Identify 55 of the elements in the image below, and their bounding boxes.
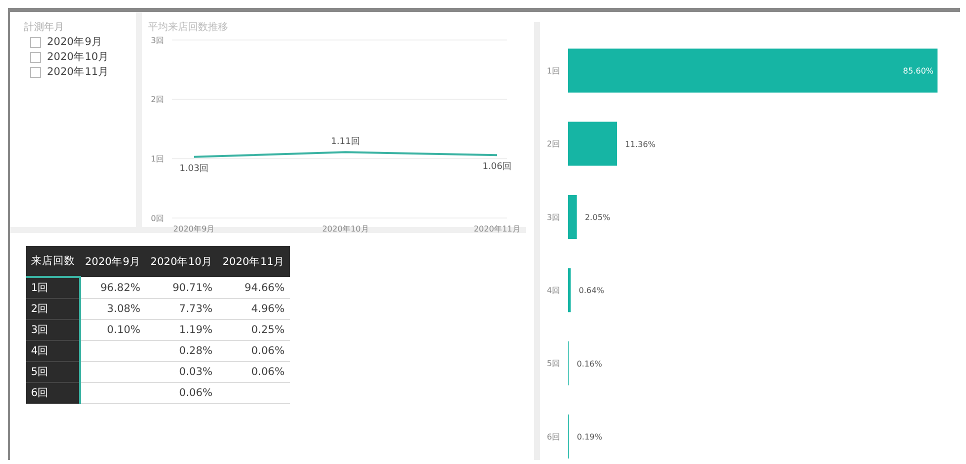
row-header-cell: 2回 <box>26 298 80 320</box>
data-label: 94.66% <box>218 277 290 298</box>
category-label: 2020年9月 <box>46 35 104 49</box>
x-tick-label: 2020年10月 <box>322 224 369 234</box>
y-tick-label: 3回 <box>546 212 560 222</box>
data-label: 1.03回 <box>179 164 209 174</box>
header-cell: 2020年10月 <box>145 246 218 277</box>
row-header-cell: 5回 <box>26 362 80 382</box>
data-label: 2.05% <box>584 212 611 222</box>
y-tick-label: 2回 <box>546 140 560 149</box>
bar <box>568 48 938 93</box>
data-label: 0.10% <box>80 320 146 340</box>
x-tick-label: 2020年11月 <box>474 224 520 234</box>
chart-title: 平均来店回数推移 <box>148 20 229 34</box>
header-cell: 来店回数 <box>26 246 80 277</box>
category-label: 2020年10月 <box>46 50 110 64</box>
data-label: 96.82% <box>80 277 146 298</box>
row-header-cell: 4回 <box>26 340 80 362</box>
data-label: 4.96% <box>218 298 290 320</box>
y-tick-label: 3回 <box>150 36 164 45</box>
y-tick-label: 1回 <box>546 66 560 76</box>
data-label: 0.16% <box>576 359 603 368</box>
header-cell: 2020年9月 <box>80 246 146 277</box>
data-label: 7.73% <box>145 298 218 320</box>
data-label: 0.64% <box>578 286 605 296</box>
y-tick-label: 4回 <box>546 286 560 295</box>
data-label: 0.06% <box>218 340 290 362</box>
data-label: 0.28% <box>145 340 218 362</box>
data-label: 1.11回 <box>330 137 360 148</box>
header-cell: 2020年11月 <box>218 246 290 277</box>
data-label: 11.36% <box>625 140 656 149</box>
row-header-cell: 3回 <box>26 320 80 340</box>
x-tick-label: 2020年9月 <box>173 224 215 234</box>
y-tick-label: 0回 <box>150 214 164 223</box>
bar <box>568 122 618 166</box>
text: 計測年月 <box>24 20 65 34</box>
data-label: 0.25% <box>218 320 290 340</box>
data-label: 1.19% <box>145 320 218 340</box>
data-label: 1.06回 <box>482 162 512 172</box>
data-label: 3.08% <box>80 298 146 320</box>
data-label: 90.71% <box>145 277 218 298</box>
y-tick-label: 6回 <box>546 432 560 442</box>
row-header-cell: 1回 <box>26 277 80 298</box>
y-tick-label: 1回 <box>150 154 164 164</box>
row-header-cell: 6回 <box>26 382 80 404</box>
category-label: 2020年11月 <box>46 65 110 79</box>
data-label: 0.06% <box>218 362 290 382</box>
data-label: 85.60% <box>903 66 934 76</box>
bar <box>568 194 577 239</box>
y-tick-label: 2回 <box>150 95 164 104</box>
data-label: 0.06% <box>145 382 218 404</box>
data-label: 0.19% <box>576 432 603 442</box>
y-tick-label: 5回 <box>546 359 560 368</box>
data-label: 0.03% <box>145 362 218 382</box>
bar <box>568 268 571 312</box>
